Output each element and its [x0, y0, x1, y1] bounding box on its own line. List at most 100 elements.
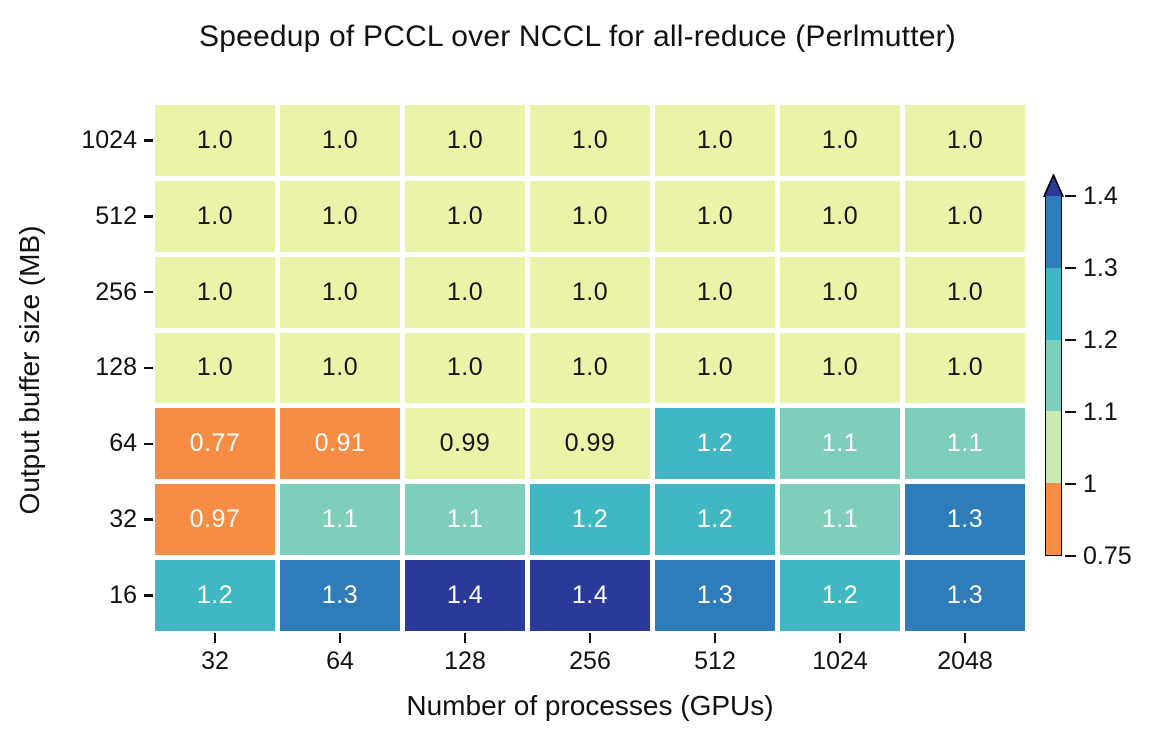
heatmap-grid: 1.0 1.0 1.0 1.0 1.0 1.0 1.0 1.0 1.0 1.0 1.0 1.0 1.0 1…	[155, 105, 1025, 631]
y-tick-mark	[144, 290, 153, 294]
x-tick: 256	[530, 631, 650, 683]
heatmap-cell: 1.0	[155, 332, 275, 404]
y-tick-label: 512	[95, 201, 137, 230]
heatmap-cell: 0.91	[280, 408, 400, 480]
y-tick-label: 1024	[81, 125, 137, 154]
x-tick-label: 32	[201, 647, 229, 675]
colorbar-tick-mark	[1065, 266, 1076, 270]
x-tick-mark	[713, 633, 717, 643]
heatmap-cell: 1.0	[405, 180, 525, 252]
x-tick-label: 1024	[812, 647, 868, 675]
heatmap-cell: 1.0	[655, 332, 775, 404]
y-tick-label: 16	[109, 581, 137, 610]
heatmap-cell: 1.0	[655, 180, 775, 252]
colorbar-tick-label: 0.75	[1083, 542, 1132, 570]
heatmap-cell: 1.1	[905, 408, 1025, 480]
heatmap-cell: 1.0	[905, 105, 1025, 176]
heatmap-cell: 1.0	[780, 256, 900, 328]
y-tick: 64	[0, 408, 155, 479]
y-axis-label: Output buffer size (MB)	[14, 225, 45, 515]
y-tick-mark	[144, 214, 153, 218]
heatmap-cell: 1.1	[280, 484, 400, 556]
y-tick-mark	[144, 139, 153, 142]
heatmap-cell: 1.0	[530, 105, 650, 176]
colorbar-segment	[1046, 196, 1061, 268]
heatmap-cell: 1.1	[780, 408, 900, 480]
chart-title: Speedup of PCCL over NCCL for all-reduce…	[198, 20, 956, 53]
y-tick-label: 64	[109, 429, 137, 458]
x-tick: 1024	[780, 631, 900, 683]
y-tick-mark	[144, 366, 153, 370]
y-tick: 128	[0, 333, 155, 404]
y-tick-mark	[144, 442, 153, 446]
colorbar-tick-mark	[1065, 554, 1076, 558]
x-axis-label: Number of processes (GPUs)	[406, 690, 774, 721]
x-tick-mark	[463, 633, 467, 643]
heatmap-cell: 1.4	[530, 560, 650, 631]
x-tick-mark	[213, 633, 217, 643]
heatmap-cell: 1.2	[530, 484, 650, 556]
heatmap-cell: 1.0	[905, 256, 1025, 328]
x-tick-mark	[588, 633, 592, 643]
heatmap-cell: 0.77	[155, 408, 275, 480]
heatmap-cell: 1.0	[780, 180, 900, 252]
x-tick: 512	[655, 631, 775, 683]
y-tick: 1024	[0, 105, 155, 176]
x-tick-label: 256	[569, 647, 611, 675]
heatmap-cell: 1.0	[905, 180, 1025, 252]
heatmap-cell: 1.0	[280, 256, 400, 328]
x-tick: 32	[155, 631, 275, 683]
heatmap-cell: 1.0	[530, 332, 650, 404]
heatmap-cell: 1.0	[655, 105, 775, 176]
colorbar-tick-mark	[1065, 338, 1076, 342]
heatmap-cell: 0.97	[155, 484, 275, 556]
x-axis-ticks: 32 64 128 256 512 1024 2048	[155, 631, 1025, 683]
heatmap-cell: 1.0	[155, 105, 275, 176]
x-tick: 64	[280, 631, 400, 683]
heatmap-cell: 1.0	[155, 256, 275, 328]
x-tick: 2048	[905, 631, 1025, 683]
heatmap-cell: 1.3	[655, 560, 775, 631]
colorbar-tick-label: 1.1	[1083, 398, 1118, 426]
y-tick: 512	[0, 181, 155, 252]
colorbar-segment	[1046, 411, 1061, 484]
colorbar-tick-label: 1.3	[1083, 254, 1118, 282]
colorbar-tick-mark	[1065, 194, 1076, 198]
y-tick-label: 128	[95, 353, 137, 382]
x-tick-label: 2048	[937, 647, 993, 675]
heatmap-cell: 1.3	[905, 560, 1025, 631]
heatmap-cell: 1.2	[155, 560, 275, 631]
y-tick-mark	[144, 518, 153, 521]
heatmap-cell: 1.0	[530, 256, 650, 328]
y-axis-ticks: 1024 512 256 128 64 32 16	[0, 105, 155, 631]
x-tick-mark	[338, 633, 342, 643]
heatmap-cell: 1.0	[780, 105, 900, 176]
heatmap-cell: 1.1	[405, 484, 525, 556]
x-tick-label: 64	[326, 647, 354, 675]
y-tick: 32	[0, 484, 155, 555]
x-tick-mark	[838, 633, 842, 643]
heatmap-cell: 1.0	[530, 180, 650, 252]
heatmap-cell: 1.4	[405, 560, 525, 631]
colorbar-tick-label: 1.4	[1083, 182, 1118, 210]
colorbar-tick-label: 1.2	[1083, 326, 1118, 354]
y-tick: 16	[0, 560, 155, 631]
heatmap-cell: 1.3	[905, 484, 1025, 556]
x-tick-label: 512	[694, 647, 736, 675]
colorbar-segment	[1046, 483, 1061, 555]
heatmap-cell: 1.2	[655, 408, 775, 480]
heatmap-cell: 1.2	[780, 560, 900, 631]
heatmap-cell: 1.0	[280, 180, 400, 252]
heatmap-cell: 1.0	[655, 256, 775, 328]
heatmap-cell: 1.0	[280, 332, 400, 404]
colorbar-over-arrow-icon	[1043, 174, 1064, 197]
x-tick-label: 128	[444, 647, 486, 675]
heatmap-cell: 1.0	[780, 332, 900, 404]
colorbar-tick-mark	[1065, 410, 1076, 414]
heatmap-cell: 1.1	[780, 484, 900, 556]
colorbar-segment	[1046, 339, 1061, 412]
colorbar-tick-label: 1	[1083, 470, 1097, 498]
y-tick-label: 256	[95, 277, 137, 306]
x-tick: 128	[405, 631, 525, 683]
